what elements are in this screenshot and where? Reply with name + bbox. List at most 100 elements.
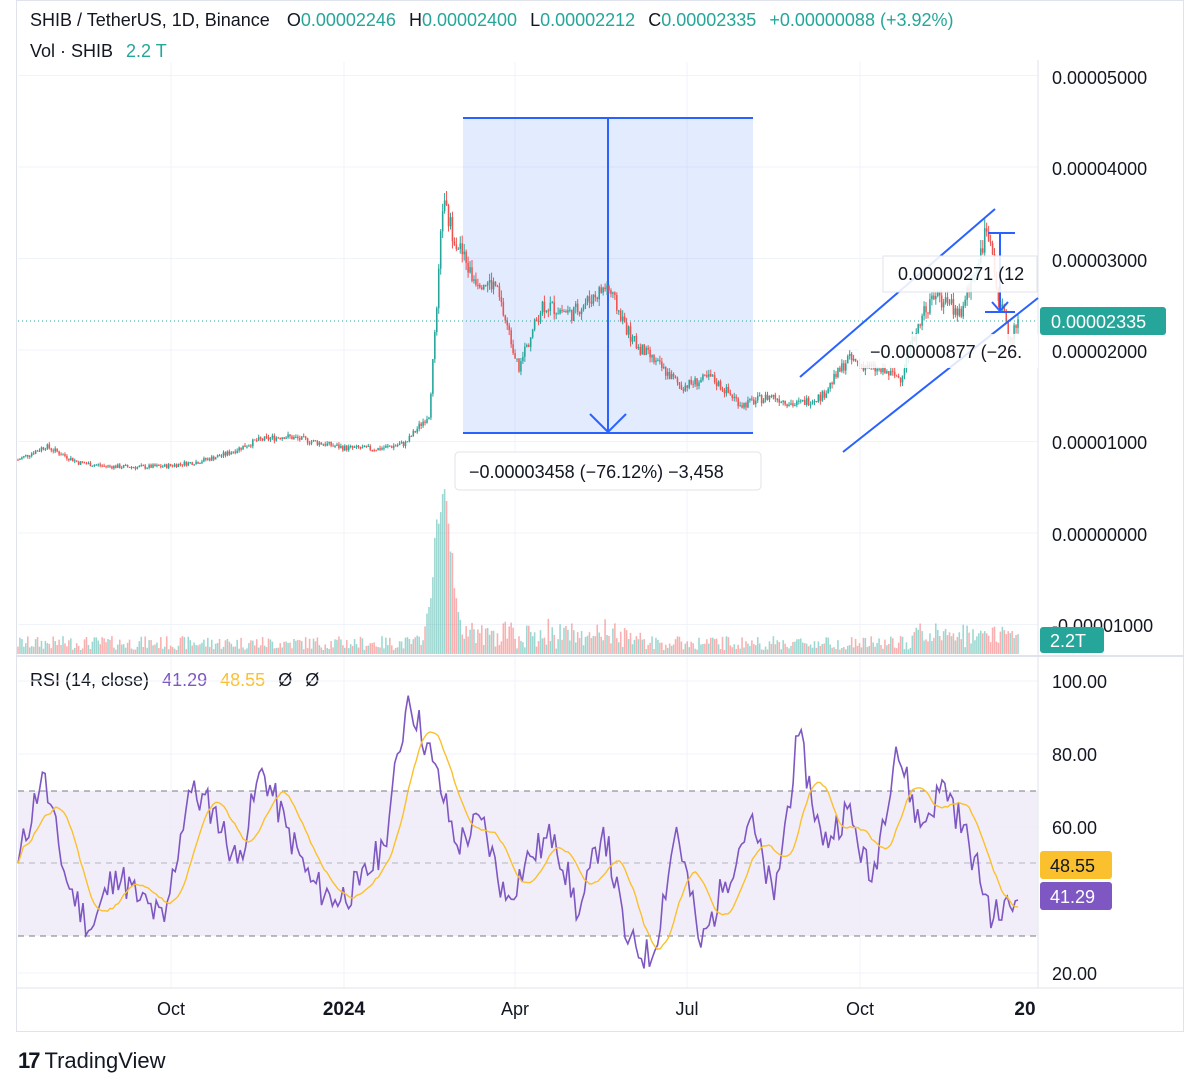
volume-bar: [363, 649, 366, 654]
candle-body: [453, 241, 456, 245]
volume-bar: [758, 643, 761, 654]
candle-body: [964, 299, 966, 306]
volume-bar: [614, 623, 616, 654]
volume-bar: [79, 649, 82, 654]
rsi-ma-value: 48.55: [220, 670, 266, 690]
candle-body: [510, 330, 512, 345]
volume-bar: [291, 648, 293, 654]
candle-body: [322, 444, 325, 446]
volume-bar: [563, 627, 565, 654]
candle-body: [846, 355, 849, 364]
volume-label[interactable]: Vol · SHIB: [30, 41, 114, 61]
volume-bar: [676, 636, 679, 654]
candle-body: [895, 375, 898, 377]
candle-body: [87, 462, 90, 464]
symbol-name[interactable]: SHIB / TetherUS, 1D, Binance: [30, 10, 270, 30]
volume-bar: [318, 645, 321, 654]
chart-canvas[interactable]: −0.00003458 (−76.12%) −3,458 0.00000271 …: [0, 0, 1200, 1040]
candle-body: [655, 360, 657, 363]
volume-bar: [698, 637, 700, 654]
volume-bar: [999, 631, 1002, 654]
candle-body: [758, 395, 761, 397]
volume-bar: [434, 537, 436, 654]
volume-bar: [447, 523, 450, 654]
tradingview-logo[interactable]: 17 TradingView: [18, 1048, 166, 1074]
candle-body: [365, 445, 368, 447]
volume-bar: [183, 637, 186, 654]
candle-body: [884, 366, 886, 374]
volume-bar: [295, 640, 297, 654]
volume-bar: [884, 639, 886, 654]
candle-body: [195, 461, 197, 465]
channel-upper-line[interactable]: [799, 208, 996, 378]
volume-bar: [169, 645, 172, 654]
volume-bar: [154, 644, 156, 654]
candle-body: [664, 367, 667, 376]
candle-body: [672, 373, 675, 377]
volume-bar: [706, 639, 708, 654]
candle-body: [443, 200, 446, 212]
volume-bar: [950, 636, 953, 654]
volume-bar: [396, 647, 399, 654]
candle-body: [185, 461, 188, 466]
volume-tag-text: 2.2T: [1050, 631, 1086, 651]
volume-bar: [522, 642, 524, 654]
candle-body: [199, 463, 201, 465]
candle-body: [533, 319, 536, 330]
volume-bar: [171, 646, 174, 654]
candle-body: [770, 395, 773, 397]
candle-body: [334, 445, 336, 447]
candle-body: [944, 297, 947, 303]
candle-body: [455, 244, 458, 250]
candle-body: [156, 464, 158, 467]
volume-bar: [234, 646, 237, 654]
low-label: L: [530, 10, 541, 30]
rsi-label[interactable]: RSI (14, close): [30, 670, 150, 690]
candle-body: [95, 464, 98, 466]
volume-bar: [175, 649, 178, 654]
volume-bar: [93, 637, 96, 654]
volume-bar: [809, 644, 812, 654]
channel-lower-line[interactable]: [842, 297, 1039, 453]
candle-body: [144, 465, 146, 469]
candle-body: [457, 248, 460, 250]
volume-bar: [353, 639, 356, 654]
volume-bar: [340, 639, 342, 654]
volume-bar: [152, 645, 154, 654]
volume-bar: [557, 639, 559, 654]
volume-bar: [191, 645, 193, 654]
volume-bar: [48, 643, 51, 654]
candle-body: [553, 302, 555, 315]
candle-body: [825, 393, 828, 398]
candle-body: [651, 355, 653, 358]
volume-bar: [467, 636, 469, 654]
volume-bar: [580, 631, 583, 654]
candle-body: [962, 305, 964, 317]
candle-body: [297, 436, 299, 439]
candle-body: [97, 464, 100, 466]
volume-bar: [351, 645, 354, 654]
volume-bar: [997, 642, 1000, 654]
volume-bar: [402, 648, 405, 654]
candle-body: [275, 437, 278, 441]
candle-body: [623, 316, 626, 323]
candle-body: [903, 368, 906, 376]
volume-bar: [345, 640, 348, 654]
volume-bar: [678, 636, 681, 654]
candle-body: [28, 456, 31, 458]
candle-body: [935, 296, 937, 300]
candle-body: [283, 437, 285, 439]
candle-body: [809, 404, 812, 406]
volume-bar: [572, 630, 575, 654]
volume-bar: [664, 644, 667, 654]
candle-body: [109, 465, 111, 467]
volume-bar: [993, 626, 996, 654]
candle-body: [637, 347, 640, 349]
candle-body: [563, 311, 565, 313]
volume-bar: [70, 638, 72, 654]
volume-bar: [938, 635, 941, 654]
candle-body: [625, 322, 628, 335]
candle-body: [304, 436, 307, 439]
candle-body: [574, 303, 577, 308]
volume-bar: [651, 636, 653, 654]
